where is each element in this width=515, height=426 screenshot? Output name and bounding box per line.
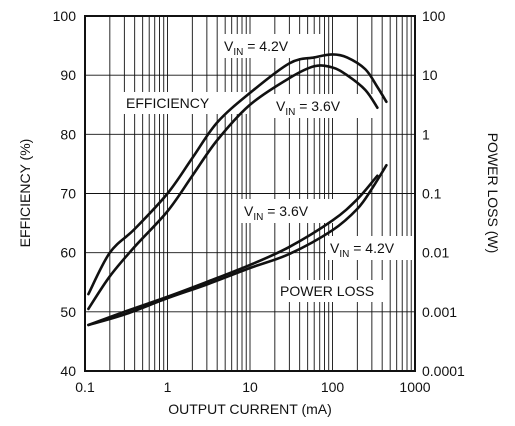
efficiency-label: EFFICIENCY (126, 95, 210, 111)
vin-4-2-efficiency-label: VIN = 4.2V (224, 38, 289, 58)
vin-3-6-efficiency-label-bg (272, 94, 376, 118)
y-tick-label: 60 (60, 245, 76, 261)
y-axis-title: EFFICIENCY (%) (17, 139, 33, 248)
vin-4-2-powerloss-label-bg (326, 236, 430, 260)
efficiency-vin-3-6v-curve (87, 64, 379, 311)
x-tick-label: 10 (242, 379, 258, 395)
plot-frame (84, 15, 416, 372)
vin-4-2-efficiency-label-bg (220, 34, 324, 58)
y2-tick-label: 1 (422, 126, 430, 142)
x-tick-label: 100 (321, 379, 345, 395)
y2-tick-label: 0.0001 (422, 363, 465, 379)
x-tick-labels: 0.1 1 10 100 1000 (75, 379, 431, 395)
data-curves (87, 53, 388, 327)
x-axis-title: OUTPUT CURRENT (mA) (168, 401, 332, 417)
vin-3-6-powerloss-label-bg (240, 199, 344, 223)
y-tick-label: 40 (60, 363, 76, 379)
power-loss-vin-3-6v-curve (87, 174, 379, 327)
y2-tick-labels: 0.0001 0.001 0.01 0.1 1 10 100 (422, 8, 465, 379)
y-tick-label: 50 (60, 304, 76, 320)
y-tick-label: 70 (60, 186, 76, 202)
y-tick-labels: 40 50 60 70 80 90 100 (53, 8, 77, 379)
x-tick-label: 1 (164, 379, 172, 395)
y2-tick-label: 0.1 (422, 186, 442, 202)
efficiency-vin-4-2v-curve (87, 53, 388, 296)
x-tick-label: 0.1 (75, 379, 95, 395)
y2-tick-label: 0.01 (422, 245, 449, 261)
efficiency-label-bg (122, 92, 248, 114)
y2-tick-label: 0.001 (422, 304, 457, 320)
y-tick-label: 80 (60, 126, 76, 142)
y-tick-label: 100 (53, 8, 77, 24)
vin-3-6-powerloss-label: VIN = 3.6V (244, 203, 309, 223)
power-loss-label: POWER LOSS (280, 283, 374, 299)
power-loss-label-bg (276, 280, 388, 302)
power-loss-vin-4-2v-curve (87, 163, 388, 327)
vin-3-6-efficiency-label: VIN = 3.6V (276, 98, 341, 118)
x-tick-label: 1000 (399, 379, 430, 395)
y2-axis-title: POWER LOSS (W) (485, 133, 501, 254)
vin-4-2-powerloss-label: VIN = 4.2V (330, 240, 395, 260)
y2-tick-label: 100 (422, 8, 446, 24)
y-tick-label: 90 (60, 67, 76, 83)
y2-tick-label: 10 (422, 67, 438, 83)
